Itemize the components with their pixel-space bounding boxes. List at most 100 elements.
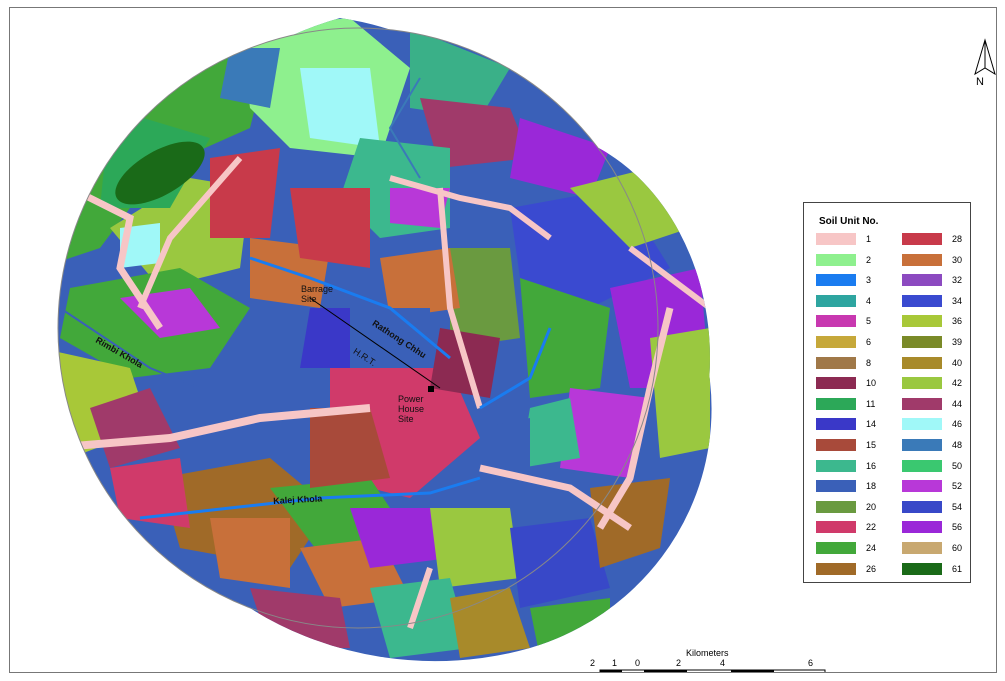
legend: Soil Unit No. 1 2 3 4 5 6 8 10 11 14 15 16 18 20 22 24 2… <box>803 202 971 583</box>
legend-item-18: 18 <box>816 480 896 494</box>
legend-item-8: 8 <box>816 356 896 371</box>
legend-item-61: 61 <box>902 562 982 577</box>
legend-label: 24 <box>866 543 877 553</box>
powerhouse-marker <box>428 386 434 392</box>
legend-item-16: 16 <box>816 459 896 474</box>
legend-swatch <box>816 356 856 369</box>
legend-item-1: 1 <box>816 233 896 247</box>
legend-swatch <box>902 418 942 431</box>
legend-swatch <box>816 233 856 245</box>
legend-swatch <box>816 562 856 575</box>
legend-item-46: 46 <box>902 418 982 432</box>
legend-item-39: 39 <box>902 336 982 350</box>
scale-bar <box>599 669 826 672</box>
legend-item-50: 50 <box>902 459 982 474</box>
legend-item-24: 24 <box>816 542 896 556</box>
legend-label: 42 <box>952 378 963 389</box>
legend-swatch <box>816 521 856 534</box>
legend-swatch <box>816 253 856 266</box>
legend-swatch <box>816 315 856 328</box>
legend-swatch <box>902 274 942 287</box>
scale-tick-label: 1 <box>612 658 618 668</box>
legend-swatch <box>816 542 856 554</box>
legend-swatch <box>902 356 942 369</box>
legend-item-36: 36 <box>902 315 982 329</box>
legend-swatch <box>902 459 942 472</box>
legend-item-48: 48 <box>902 439 982 453</box>
legend-swatch <box>902 294 942 307</box>
legend-label: 56 <box>952 522 963 533</box>
scale-title: Kilometers <box>686 648 729 658</box>
legend-label: 44 <box>952 398 963 409</box>
legend-title: Soil Unit No. <box>819 216 879 227</box>
north-arrow-icon <box>974 38 996 76</box>
legend-swatch <box>902 253 942 266</box>
legend-label: 30 <box>952 254 963 265</box>
legend-item-20: 20 <box>816 500 896 515</box>
scale-tick-label: 6 <box>808 658 814 668</box>
legend-label: 11 <box>866 398 876 409</box>
legend-item-14: 14 <box>816 418 896 432</box>
legend-item-22: 22 <box>816 521 896 535</box>
legend-label: 50 <box>952 460 963 471</box>
legend-item-6: 6 <box>816 336 896 350</box>
legend-label: 32 <box>952 275 963 286</box>
legend-item-52: 52 <box>902 480 982 494</box>
legend-item-26: 26 <box>816 562 896 577</box>
scale-tick-label: 4 <box>720 658 726 668</box>
legend-label: 8 <box>866 357 872 368</box>
legend-label: 10 <box>866 378 877 389</box>
legend-label: 6 <box>866 337 872 347</box>
legend-swatch <box>816 274 856 287</box>
legend-swatch <box>816 336 856 348</box>
legend-label: 18 <box>866 481 877 492</box>
legend-label: 48 <box>952 440 963 450</box>
legend-swatch <box>816 459 856 472</box>
legend-item-54: 54 <box>902 500 982 515</box>
legend-item-28: 28 <box>902 233 982 247</box>
label-power-house-site: Power House Site <box>398 394 425 424</box>
legend-item-30: 30 <box>902 253 982 268</box>
legend-label: 46 <box>952 419 963 430</box>
north-label: N <box>976 76 984 88</box>
legend-label: 52 <box>952 481 963 492</box>
legend-label: 22 <box>866 522 877 533</box>
legend-swatch <box>902 521 942 534</box>
legend-item-5: 5 <box>816 315 896 329</box>
legend-label: 40 <box>952 357 963 368</box>
legend-item-60: 60 <box>902 542 982 556</box>
legend-swatch <box>902 315 942 328</box>
legend-label: 5 <box>866 316 872 327</box>
legend-swatch <box>816 480 856 493</box>
legend-label: 39 <box>952 337 963 347</box>
legend-item-2: 2 <box>816 253 896 268</box>
legend-item-15: 15 <box>816 439 896 453</box>
legend-item-56: 56 <box>902 521 982 535</box>
legend-swatch <box>816 500 856 513</box>
legend-swatch <box>902 233 942 245</box>
legend-swatch <box>902 397 942 410</box>
legend-swatch <box>902 542 942 554</box>
legend-swatch <box>816 439 856 451</box>
legend-swatch <box>902 480 942 493</box>
legend-label: 54 <box>952 501 963 512</box>
map-frame: N Barrage Site Rathong Chhu H.R.T. Rimbi… <box>9 7 997 673</box>
legend-label: 4 <box>866 295 872 306</box>
legend-item-34: 34 <box>902 294 982 309</box>
legend-item-4: 4 <box>816 294 896 309</box>
legend-label: 61 <box>952 563 963 574</box>
legend-item-11: 11 <box>816 397 896 412</box>
legend-label: 20 <box>866 501 877 512</box>
legend-swatch <box>902 439 942 451</box>
legend-swatch <box>902 336 942 348</box>
legend-label: 34 <box>952 295 963 306</box>
legend-label: 2 <box>866 254 872 265</box>
linear-features <box>58 77 712 629</box>
legend-label: 26 <box>866 563 877 574</box>
legend-label: 1 <box>866 234 872 244</box>
legend-item-42: 42 <box>902 377 982 391</box>
legend-item-44: 44 <box>902 397 982 412</box>
soil-map <box>57 18 712 662</box>
legend-label: 3 <box>866 275 872 286</box>
label-barrage-site: Barrage Site <box>301 284 334 304</box>
